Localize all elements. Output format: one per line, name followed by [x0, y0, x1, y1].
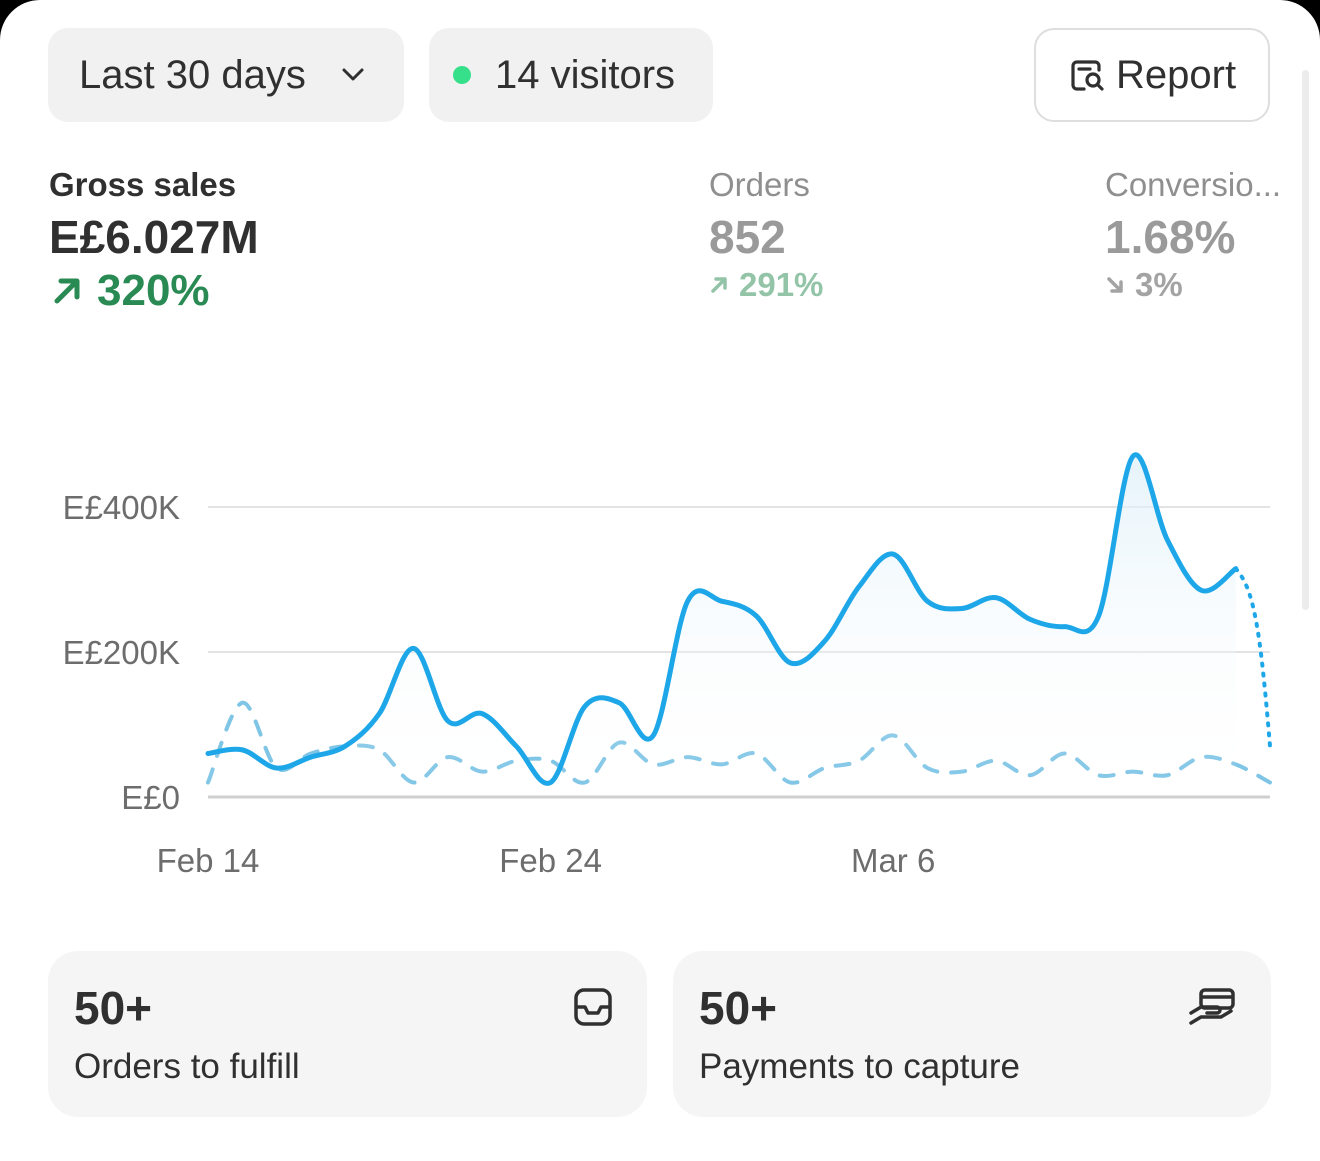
payment-hand-icon — [1189, 988, 1235, 1025]
metric-gross-sales[interactable]: Gross sales E£6.027M 320% — [49, 166, 259, 316]
sales-chart[interactable]: E£0 E£200K E£400K Feb 14 Feb 24 Mar 6 — [0, 440, 1320, 900]
arrow-up-right-icon — [54, 278, 80, 304]
metric-change-value: 291% — [739, 266, 824, 303]
metric-change-value: 3% — [1135, 266, 1183, 303]
tile-value: 50+ — [699, 982, 778, 1034]
report-search-icon — [1071, 60, 1104, 91]
x-tick-label: Mar 6 — [851, 842, 935, 879]
visitors-label: 14 visitors — [495, 52, 676, 97]
live-dot-icon — [453, 66, 471, 84]
y-tick-label: E£0 — [121, 779, 180, 816]
date-range-label: Last 30 days — [79, 52, 306, 97]
projected-series-segment — [1233, 566, 1272, 749]
tile-value: 50+ — [74, 982, 153, 1034]
x-tick-label: Feb 14 — [157, 842, 260, 879]
metric-value: E£6.027M — [49, 211, 259, 263]
metric-orders[interactable]: Orders 852 291% — [709, 166, 823, 304]
y-tick-label: E£400K — [63, 489, 180, 526]
metric-change: 320% — [49, 266, 259, 316]
metric-label: Orders — [709, 166, 810, 203]
y-tick-label: E£200K — [63, 634, 180, 671]
metric-change: 291% — [709, 266, 823, 304]
payments-to-capture-tile[interactable]: 50+ Payments to capture — [673, 951, 1271, 1117]
inbox-icon — [574, 988, 612, 1026]
metric-value: 852 — [709, 211, 786, 263]
gross-sales-series-line — [205, 452, 1239, 786]
metric-value: 1.68% — [1105, 211, 1236, 263]
live-visitors-badge[interactable]: 14 visitors — [429, 28, 713, 122]
chevron-down-icon — [342, 68, 364, 81]
metric-change-value: 320% — [97, 266, 210, 315]
x-tick-label: Feb 24 — [499, 842, 602, 879]
orders-to-fulfill-tile[interactable]: 50+ Orders to fulfill — [48, 951, 647, 1117]
arrow-down-right-icon — [1107, 277, 1123, 293]
series-area-fill — [208, 454, 1236, 797]
report-button[interactable]: Report — [1034, 28, 1270, 122]
scrollbar[interactable] — [1302, 70, 1309, 610]
date-range-selector[interactable]: Last 30 days — [48, 28, 404, 122]
tile-caption: Payments to capture — [699, 1047, 1020, 1086]
arrow-up-right-icon — [711, 277, 727, 293]
tile-caption: Orders to fulfill — [74, 1047, 300, 1086]
report-label: Report — [1116, 52, 1237, 97]
metric-label: Gross sales — [49, 166, 237, 203]
metric-label: Conversio... — [1105, 166, 1282, 203]
metric-change: 3% — [1105, 266, 1320, 304]
metric-conversion[interactable]: Conversio... 1.68% 3% — [1105, 166, 1320, 304]
